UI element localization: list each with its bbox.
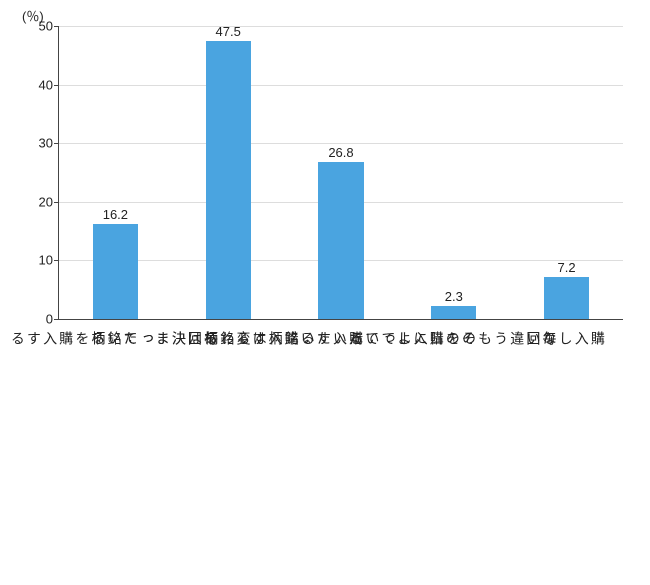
bar: 16.2 [93, 224, 138, 319]
bar-value-label: 47.5 [216, 24, 241, 41]
bar-value-label: 16.2 [103, 207, 128, 224]
bar-value-label: 7.2 [558, 260, 576, 277]
plot-area: 0102030405016.247.526.82.37.2 [58, 26, 623, 320]
y-tick-label: 50 [39, 19, 59, 34]
y-tick-label: 20 [39, 194, 59, 209]
bar: 47.5 [206, 41, 251, 319]
bar-value-label: 2.3 [445, 289, 463, 306]
bar: 7.2 [544, 277, 589, 319]
x-axis-label: 購入しない [525, 331, 605, 346]
gridline [59, 85, 623, 86]
y-tick-label: 10 [39, 253, 59, 268]
bar-chart: (％)0102030405016.247.526.82.37.2毎回決まった銘柄… [0, 0, 650, 585]
bar: 26.8 [318, 162, 363, 319]
y-tick-label: 40 [39, 77, 59, 92]
gridline [59, 26, 623, 27]
y-tick-label: 30 [39, 136, 59, 151]
bar-value-label: 26.8 [328, 145, 353, 162]
y-tick-label: 0 [46, 312, 59, 327]
bar: 2.3 [431, 306, 476, 319]
